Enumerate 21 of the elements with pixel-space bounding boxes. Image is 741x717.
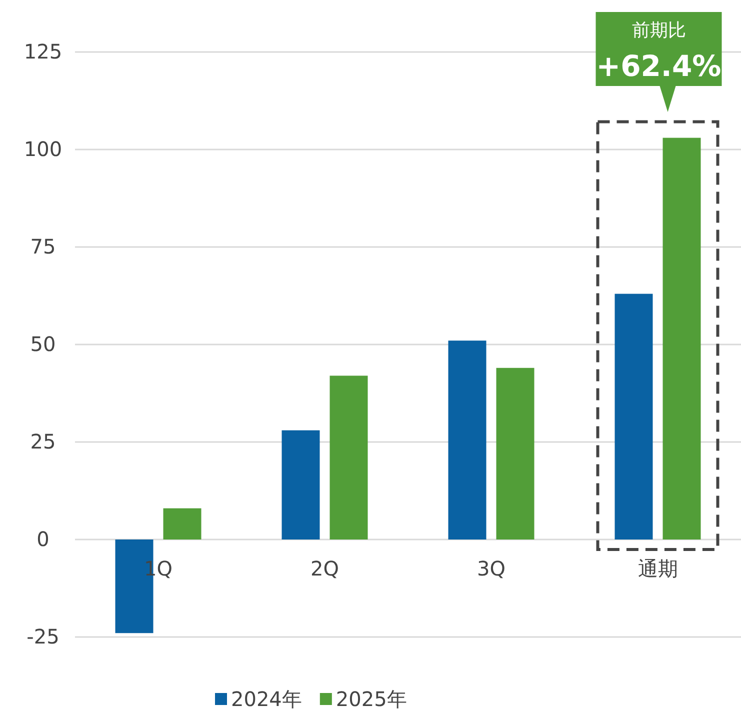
- x-tick-label: 通期: [638, 556, 678, 580]
- bar: [163, 508, 202, 540]
- y-tick-label: -25: [26, 624, 60, 648]
- bar: [496, 368, 534, 540]
- x-tick-label: 2Q: [310, 556, 339, 580]
- legend-label: 2024年: [231, 687, 302, 711]
- bar: [448, 340, 486, 540]
- bar: [614, 294, 653, 540]
- bar: [330, 376, 368, 540]
- x-tick-label: 3Q: [477, 556, 506, 580]
- y-tick-label: 25: [30, 429, 56, 454]
- y-tick-label: 0: [36, 526, 50, 551]
- annotation: +62.4%: [596, 49, 722, 83]
- y-tick-label: 50: [30, 332, 56, 356]
- y-tick-label: 75: [30, 234, 56, 258]
- bar: [662, 138, 701, 540]
- y-tick-label: 125: [24, 39, 62, 64]
- y-tick-label: 100: [24, 136, 62, 161]
- text: 前期比: [632, 20, 686, 41]
- legend-label: 2025年: [336, 687, 407, 711]
- bar: [282, 430, 320, 540]
